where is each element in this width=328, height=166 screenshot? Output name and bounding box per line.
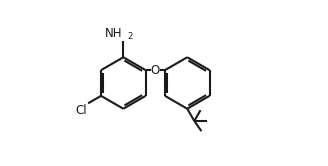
Text: NH: NH — [105, 27, 122, 40]
Text: Cl: Cl — [76, 104, 87, 117]
Text: 2: 2 — [128, 32, 133, 41]
Text: O: O — [151, 64, 160, 77]
